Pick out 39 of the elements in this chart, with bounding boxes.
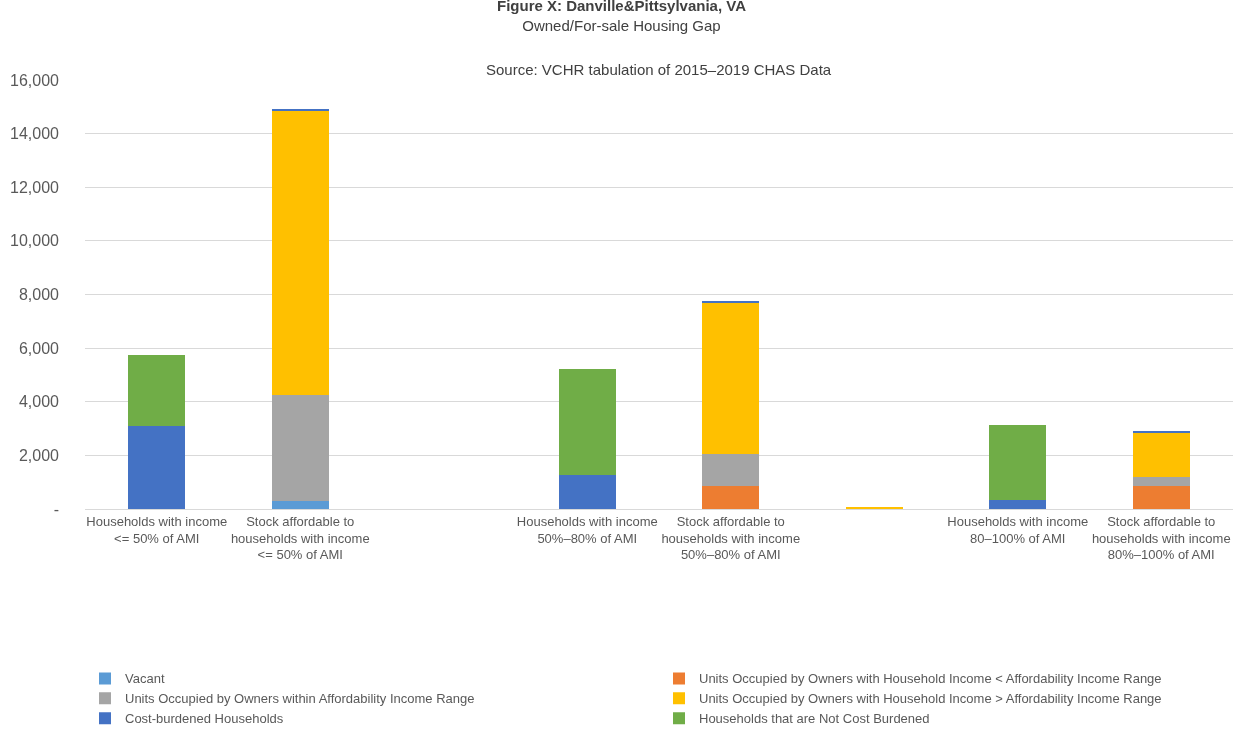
- legend-label: Households that are Not Cost Burdened: [699, 711, 930, 727]
- legend-label: Units Occupied by Owners with Household Income > Affordability Income Range: [699, 691, 1162, 707]
- bar: [989, 499, 1047, 509]
- bar: [702, 453, 760, 486]
- x-tick-label: Households with income 50%–80% of AMI: [516, 513, 658, 546]
- bar: [1132, 477, 1190, 486]
- chart-title: Figure X: Danville&Pittsylvania, VA: [497, 0, 747, 15]
- bar: [128, 426, 186, 509]
- x-tick-label: Stock affordable to households with income 50%–80% of AMI: [661, 513, 801, 563]
- y-tick-label: 16,000: [10, 71, 60, 89]
- x-tick-label: Stock affordable to households with income 80%–100% of AMI: [1091, 513, 1231, 563]
- y-tick-label: 2,000: [18, 446, 60, 464]
- bar: [558, 475, 616, 509]
- x-tick-label: Stock affordable to households with income <= 50% of AMI: [230, 513, 370, 563]
- bar: [271, 110, 329, 395]
- y-tick-label: 12,000: [10, 178, 60, 196]
- y-tick-label: 10,000: [10, 232, 60, 250]
- bar: [271, 394, 329, 501]
- x-tick-label: Households with income 80–100% of AMI: [947, 513, 1089, 546]
- y-tick-label: 4,000: [18, 393, 60, 411]
- source-note: Source: VCHR tabulation of 2015–2019 CHAS Data: [486, 61, 832, 78]
- y-tick-label: 6,000: [18, 339, 60, 357]
- bar: [702, 302, 760, 454]
- y-tick-label: 14,000: [10, 125, 60, 143]
- legend-label: Units Occupied by Owners within Affordability Income Range: [125, 691, 475, 707]
- y-tick-label: 8,000: [18, 286, 60, 304]
- legend-label: Vacant: [125, 671, 165, 687]
- legend-label: Cost-burdened Households: [125, 711, 284, 727]
- bar: [1132, 485, 1190, 509]
- bar: [558, 369, 616, 476]
- y-tick-label: -: [53, 500, 59, 518]
- bar: [1132, 432, 1190, 478]
- bar: [702, 485, 760, 509]
- x-tick-label: Households with income <= 50% of AMI: [86, 513, 228, 546]
- legend-label: Units Occupied by Owners with Household Income < Affordability Income Range: [699, 671, 1162, 687]
- bar: [989, 424, 1047, 500]
- bar: [128, 355, 186, 427]
- chart-subtitle: Owned/For-sale Housing Gap: [522, 16, 721, 34]
- bar: [271, 500, 329, 509]
